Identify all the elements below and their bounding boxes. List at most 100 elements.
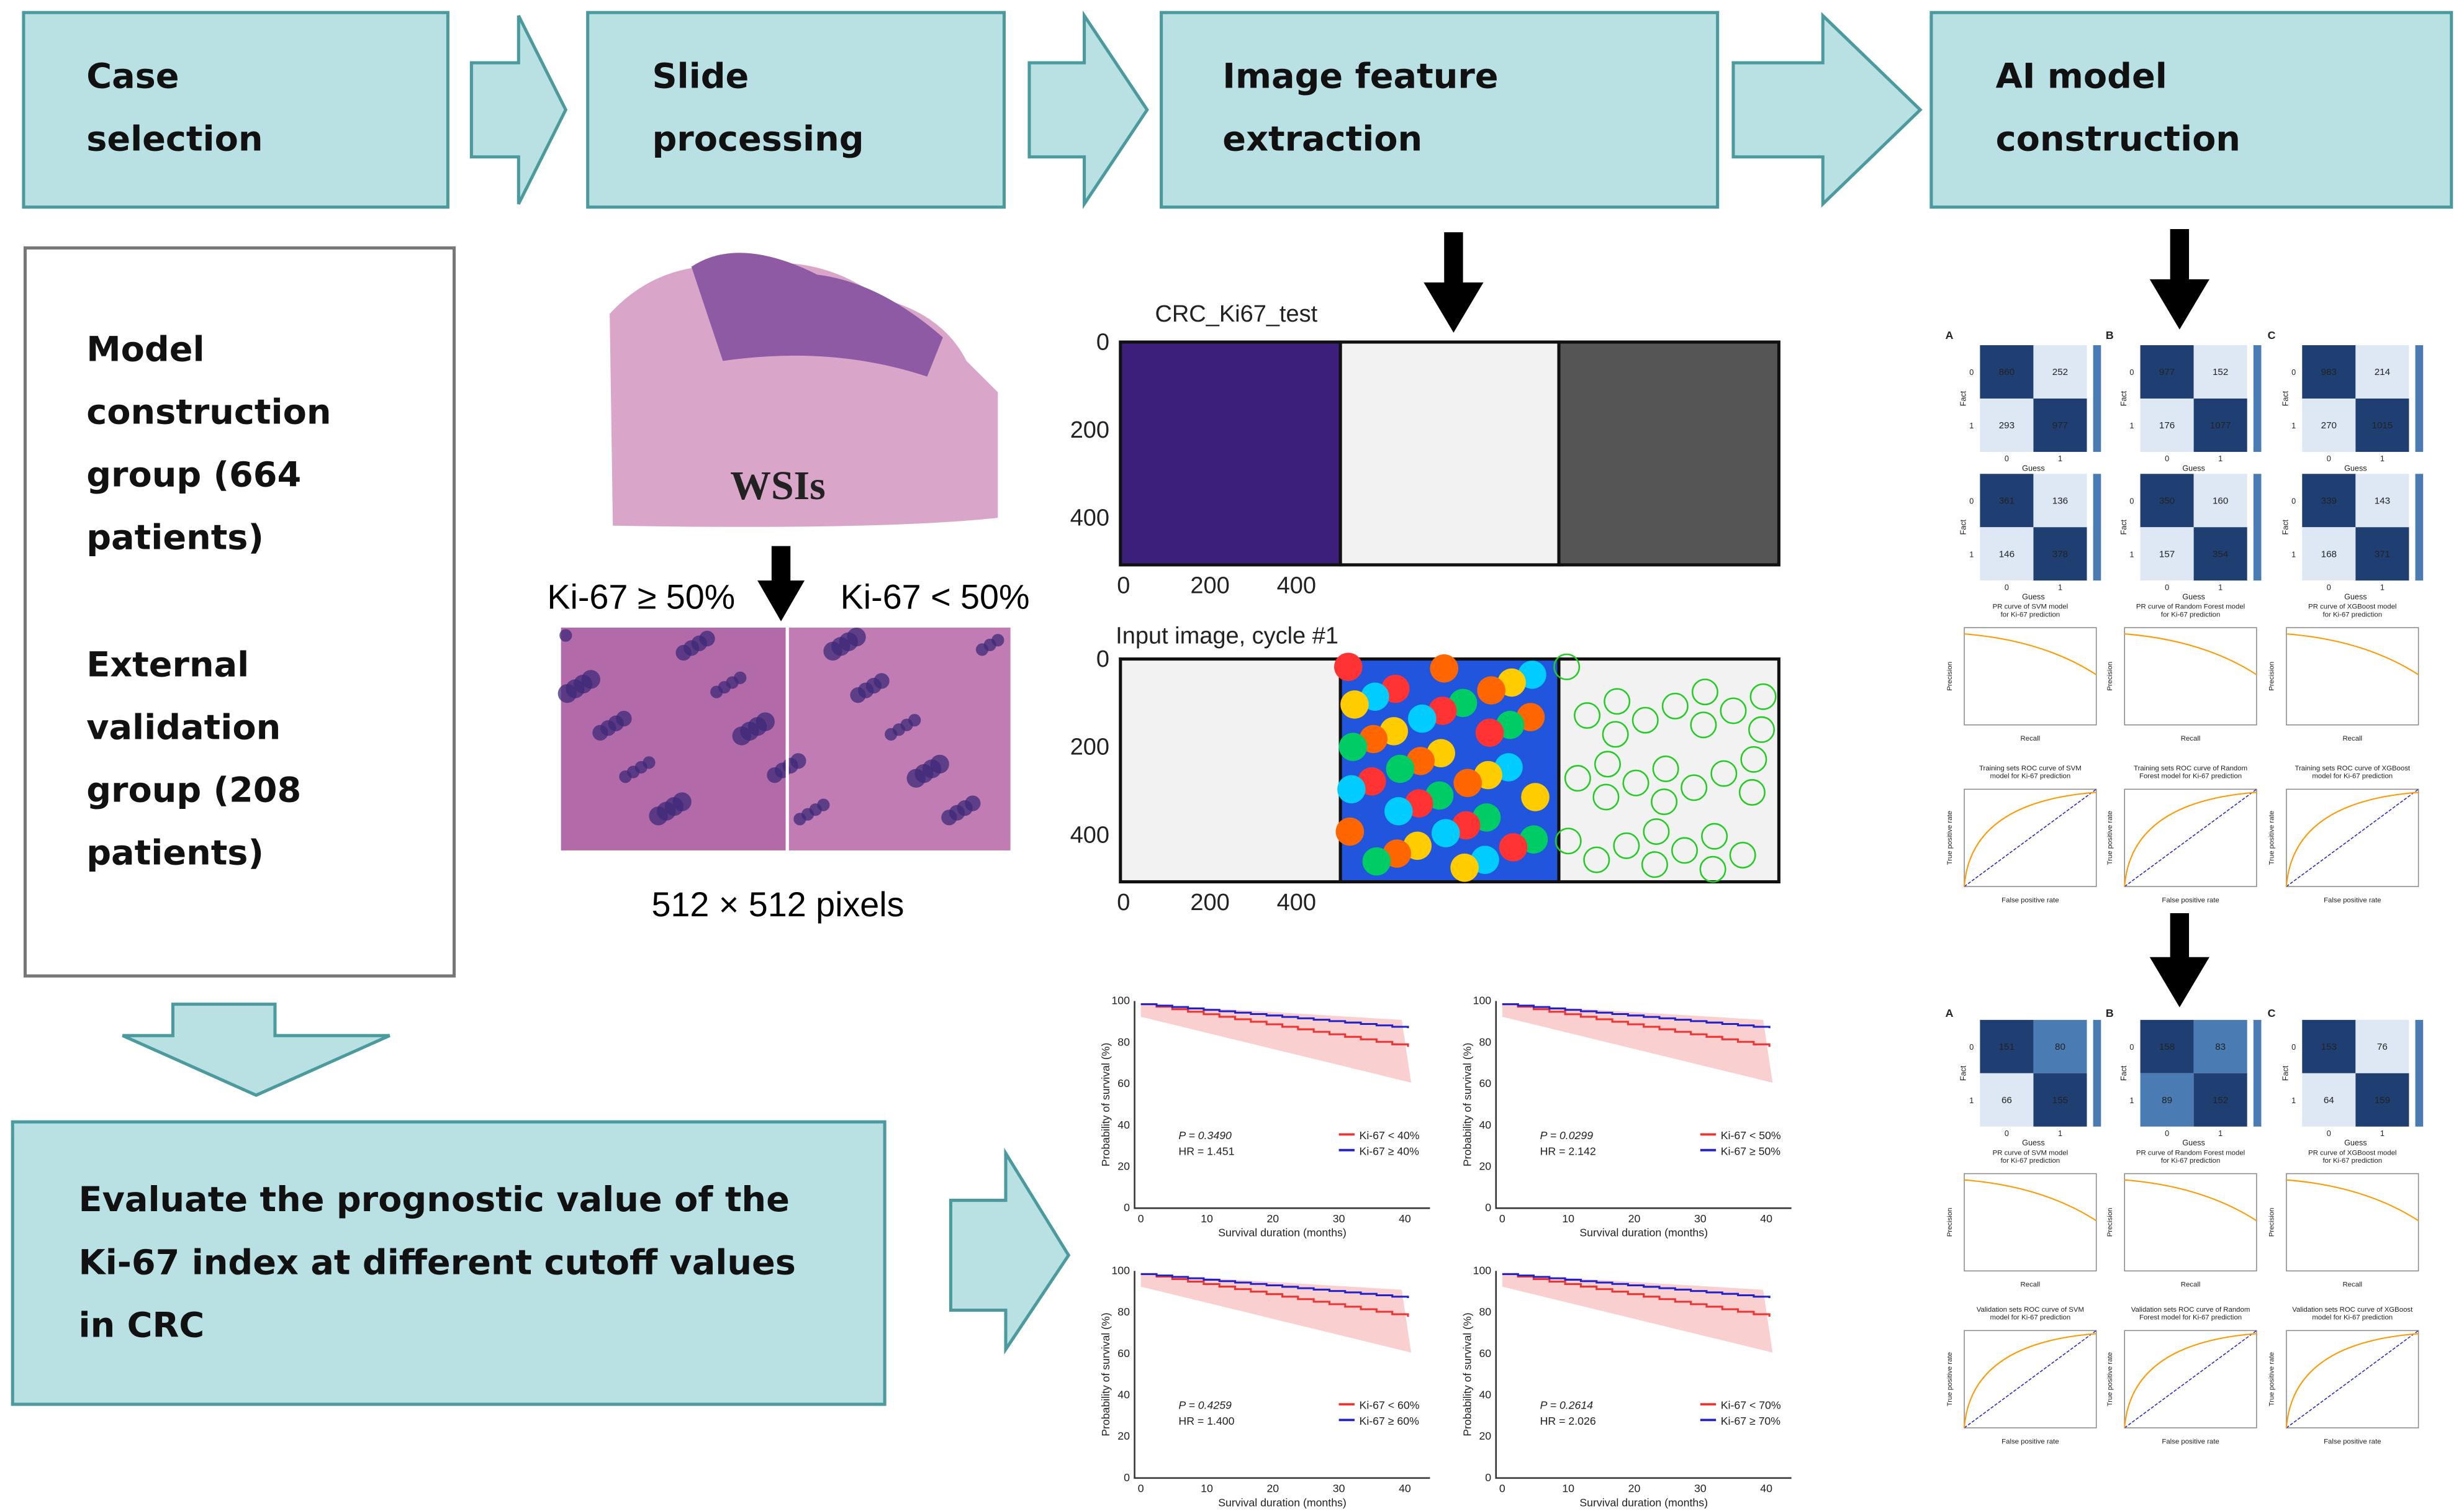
matrix-value: 151: [1999, 1042, 2015, 1052]
matrix-xlabel: Guess: [2344, 593, 2367, 602]
ci-band: [1140, 1004, 1412, 1083]
plot-title: for Ki-67 prediction: [2161, 1157, 2221, 1165]
matrix-tick: 0: [2005, 1129, 2009, 1138]
contour: [1574, 702, 1601, 729]
x-tick-label: 30: [1333, 1212, 1345, 1225]
matrix-cell: [2193, 1073, 2247, 1127]
contour: [1643, 818, 1670, 846]
colorbar: [2415, 474, 2424, 581]
plot-frame: [2286, 1173, 2419, 1272]
matrix-xlabel: Guess: [2182, 1139, 2205, 1147]
legend-label: Ki-67 ≥ 70%: [1721, 1415, 1781, 1427]
matrix-value: 1077: [2210, 420, 2231, 431]
ci-band: [1502, 1274, 1773, 1353]
matrix-tick: 0: [2291, 1043, 2296, 1052]
y-tick-label: 40: [1479, 1389, 1491, 1401]
matrix-tick: 1: [2129, 422, 2134, 430]
matrix-tick: 1: [2380, 583, 2385, 592]
matrix-cell: [2302, 1073, 2356, 1127]
matrix-value: 977: [2159, 367, 2175, 377]
matrix-cell: [2140, 527, 2194, 581]
plot-frame: [2286, 627, 2419, 726]
plot-title: for Ki-67 prediction: [2001, 1157, 2060, 1165]
nucleus: [767, 767, 783, 783]
x-tick-label: 40: [1399, 1482, 1411, 1495]
segment: [1386, 754, 1415, 783]
diagonal: [2286, 788, 2419, 887]
segment: [1431, 819, 1460, 847]
cohort-text: group (664: [86, 455, 301, 495]
x-label: Survival duration (months): [1579, 1496, 1708, 1509]
matrix-cell: [2355, 1073, 2409, 1127]
x-tick-label: 400: [1277, 572, 1316, 598]
matrix-cell: [2193, 1019, 2247, 1073]
nucleus: [592, 724, 608, 741]
contour: [1641, 851, 1668, 878]
plot-frame: [2124, 1173, 2257, 1272]
plot-title: Validation sets ROC curve of Random: [2131, 1306, 2250, 1314]
segment: [1340, 690, 1369, 719]
matrix-ylabel: Fact: [1959, 519, 1968, 534]
nucleus: [850, 687, 866, 703]
blue-curve: [1502, 1003, 1771, 1029]
matrix-value: 83: [2215, 1042, 2226, 1052]
contour: [1691, 679, 1718, 706]
plot-title: Training sets ROC curve of Random: [2134, 765, 2247, 772]
matrix-cell: [2355, 398, 2409, 452]
contour: [1729, 842, 1756, 868]
contour: [1622, 769, 1649, 796]
plot-xlabel: Recall: [2021, 735, 2041, 742]
wsi-label: WSIs: [730, 463, 826, 508]
wsi-tissue: [691, 253, 943, 377]
y-label: Probability of survival (%): [1461, 1312, 1473, 1436]
x-tick-label: 10: [1201, 1212, 1213, 1225]
axes: [1495, 1001, 1792, 1209]
arrow: [1027, 10, 1149, 209]
matrix-cell: [2033, 345, 2087, 399]
colorbar: [2253, 1019, 2262, 1127]
panel-letter: C: [2268, 1007, 2276, 1019]
y-tick-label: 0: [1096, 646, 1109, 672]
matrix-tick: 0: [2005, 454, 2009, 463]
matrix-cell: [2140, 1019, 2194, 1073]
matrix-xlabel: Guess: [2022, 1139, 2045, 1147]
y-tick-label: 60: [1117, 1077, 1130, 1089]
plot-title: PR curve of Random Forest model: [2136, 1149, 2245, 1157]
matrix-value: 66: [2001, 1095, 2012, 1106]
matrix-cell: [2193, 527, 2247, 581]
plot-title: for Ki-67 prediction: [2323, 1157, 2383, 1165]
x-tick-label: 0: [1117, 890, 1130, 916]
nucleus: [941, 810, 957, 826]
axes: [1134, 1001, 1430, 1209]
matrix-value: 89: [2162, 1095, 2172, 1106]
nucleus: [793, 813, 806, 826]
nucleus: [710, 685, 723, 698]
plot-title: model for Ki-67 prediction: [1990, 1314, 2071, 1322]
matrix-cell: [2033, 474, 2087, 528]
contour: [1710, 760, 1738, 787]
plot-ylabel: Precision: [1946, 662, 1954, 691]
black-arrow: [2149, 913, 2209, 1008]
matrix-cell: [2302, 1019, 2356, 1073]
plot-ylabel: True positive rate: [2268, 811, 2276, 865]
colorbar: [2093, 345, 2101, 452]
contour: [1738, 778, 1766, 806]
contour: [1613, 832, 1640, 859]
y-tick-label: 60: [1117, 1347, 1130, 1360]
feature-image: [1338, 340, 1563, 567]
x-tick-label: 20: [1628, 1212, 1641, 1225]
blue-curve: [1140, 1273, 1409, 1299]
plot-ylabel: Precision: [1946, 1208, 1954, 1237]
step-label: processing: [652, 119, 864, 160]
matrix-cell: [2302, 398, 2356, 452]
plot-title: Forest model for Ki-67 prediction: [2139, 1314, 2242, 1322]
y-tick-label: 0: [1485, 1471, 1491, 1484]
y-tick-label: 0: [1124, 1471, 1130, 1484]
step-box: [22, 11, 449, 209]
segment: [1430, 654, 1458, 683]
feature-image: [1119, 340, 1342, 567]
matrix-tick: 1: [2058, 454, 2062, 463]
panel-letter: A: [1946, 1007, 1954, 1019]
matrix-cell: [2302, 345, 2356, 399]
